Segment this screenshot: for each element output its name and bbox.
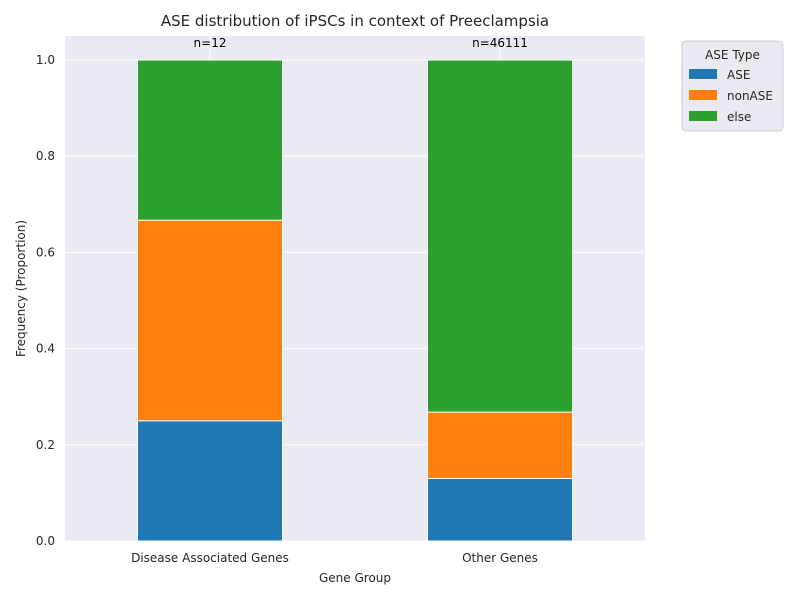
legend-title: ASE Type — [705, 48, 760, 62]
y-axis-label: Frequency (Proportion) — [14, 220, 28, 357]
legend-label-nonase: nonASE — [727, 89, 773, 103]
x-axis-label: Gene Group — [319, 571, 391, 585]
legend-swatch-ase — [689, 69, 717, 79]
x-tick-label: Other Genes — [462, 551, 538, 565]
bars — [137, 59, 573, 542]
y-tick-label: 0.4 — [36, 342, 55, 356]
bar-segment-else-0 — [137, 59, 283, 221]
bar-segment-ase-0 — [137, 420, 283, 542]
bar-segment-else-1 — [427, 59, 573, 413]
y-tick-labels: 0.0 0.2 0.4 0.6 0.8 1.0 — [36, 53, 55, 548]
y-tick-label: 0.2 — [36, 438, 55, 452]
y-tick-label: 0.0 — [36, 534, 55, 548]
x-tick-label: Disease Associated Genes — [131, 551, 289, 565]
legend-swatch-else — [689, 111, 717, 121]
bar-count-label: n=12 — [194, 36, 227, 50]
y-tick-label: 0.8 — [36, 149, 55, 163]
x-tick-labels: Disease Associated Genes Other Genes — [131, 551, 538, 565]
legend: ASE Type ASE nonASE else — [681, 40, 784, 132]
legend-label-else: else — [727, 110, 751, 124]
legend-label-ase: ASE — [727, 68, 750, 82]
bar-segment-ase-1 — [427, 477, 573, 542]
y-tick-label: 1.0 — [36, 53, 55, 67]
legend-box — [681, 40, 784, 132]
y-tick-label: 0.6 — [36, 245, 55, 259]
bar-count-label: n=46111 — [472, 36, 528, 50]
legend-swatch-nonase — [689, 90, 717, 100]
chart-title: ASE distribution of iPSCs in context of … — [161, 12, 549, 30]
bar-segment-nonase-1 — [427, 411, 573, 479]
bar-segment-nonase-0 — [137, 219, 283, 422]
bar-annotations: n=12 n=46111 — [194, 36, 528, 50]
